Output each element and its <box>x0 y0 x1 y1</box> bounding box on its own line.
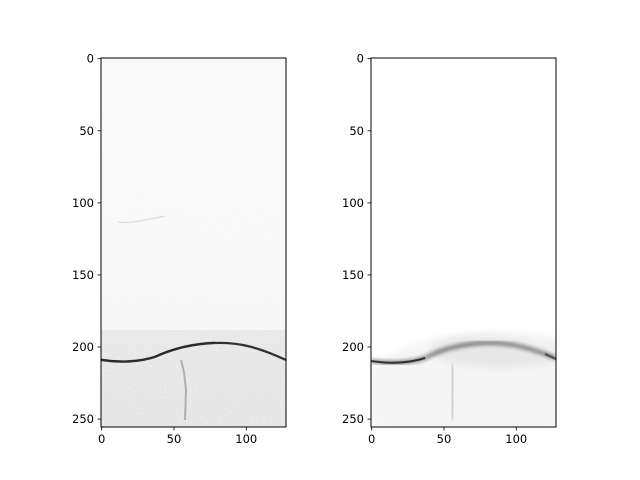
left-ytick-label: 100 <box>72 196 94 210</box>
right-ytick-label: 150 <box>342 268 364 282</box>
left-ytick-label: 0 <box>87 52 94 66</box>
right-xtick-label: 0 <box>368 432 375 446</box>
right-xtick-label: 100 <box>505 432 527 446</box>
left-image <box>101 58 286 427</box>
left-xtick-label: 50 <box>167 432 182 446</box>
left-ytick-label: 250 <box>72 412 94 426</box>
right-ytick-label: 250 <box>342 412 364 426</box>
left-ytick-label: 200 <box>72 340 94 354</box>
left-ytick-label: 50 <box>79 124 94 138</box>
right-image <box>371 58 556 427</box>
right-ytick-label: 0 <box>357 52 364 66</box>
right-ytick-label: 200 <box>342 340 364 354</box>
left-ticks: 0 50 100 0 50 100 150 200 250 <box>72 52 257 446</box>
right-ytick-label: 100 <box>342 196 364 210</box>
right-ticks: 0 50 100 0 50 100 150 200 250 <box>342 52 527 446</box>
right-panel: 0 50 100 0 50 100 150 200 250 <box>342 52 557 446</box>
right-ytick-label: 50 <box>349 124 364 138</box>
left-panel: 0 50 100 0 50 100 150 200 250 <box>72 52 287 446</box>
left-xtick-label: 0 <box>98 432 105 446</box>
left-ytick-label: 150 <box>72 268 94 282</box>
left-axes-frame <box>100 57 287 428</box>
right-xtick-label: 50 <box>437 432 452 446</box>
right-axes-frame <box>370 57 557 428</box>
left-xtick-label: 100 <box>235 432 257 446</box>
